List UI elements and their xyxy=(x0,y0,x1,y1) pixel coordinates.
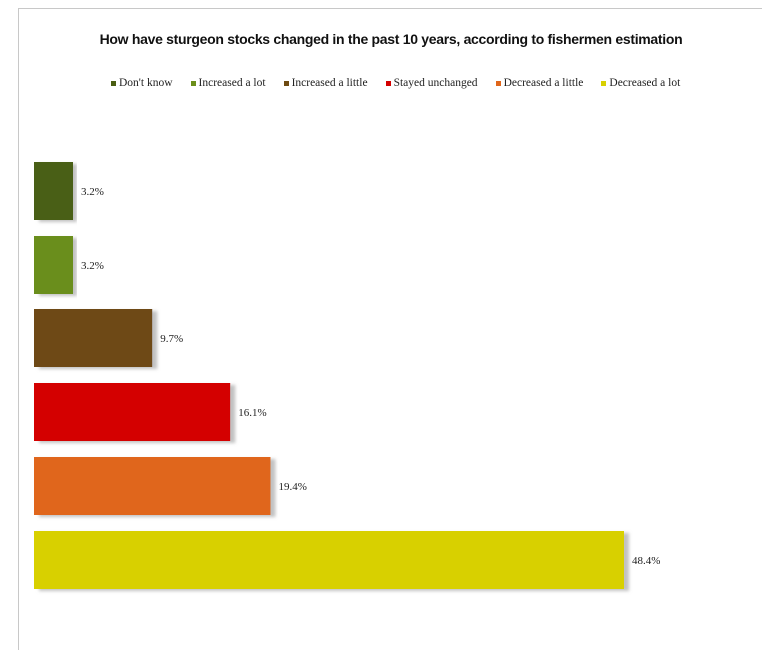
bar xyxy=(34,162,74,220)
legend-item: Don't know xyxy=(111,77,173,89)
legend-swatch xyxy=(283,80,289,86)
bar xyxy=(34,531,624,589)
legend-item: Decreased a little xyxy=(495,77,584,89)
bar xyxy=(34,309,153,367)
legend-label: Stayed unchanged xyxy=(393,77,478,89)
bar-value-label: 48.4% xyxy=(632,555,660,567)
legend-item: Decreased a lot xyxy=(601,77,680,89)
chart-title: How have sturgeon stocks changed in the … xyxy=(99,31,683,47)
bar-value-label: 9.7% xyxy=(160,333,183,345)
legend-item: Increased a little xyxy=(283,77,368,89)
legend-item: Stayed unchanged xyxy=(385,77,478,89)
bar xyxy=(34,457,271,515)
legend-item: Increased a lot xyxy=(190,77,266,89)
legend-label: Decreased a little xyxy=(503,77,584,89)
legend-swatch xyxy=(601,80,607,86)
bar-value-label: 16.1% xyxy=(238,407,266,419)
chart-legend: Don't know Increased a lot Increased a lit… xyxy=(111,77,751,89)
legend-label: Increased a little xyxy=(291,77,368,89)
legend-swatch xyxy=(385,80,391,86)
legend-swatch xyxy=(111,80,116,86)
bar xyxy=(34,236,74,294)
legend-label: Don't know xyxy=(119,77,173,89)
legend-swatch xyxy=(495,80,501,86)
legend-label: Increased a lot xyxy=(198,77,266,89)
legend-swatch xyxy=(190,80,196,86)
bar xyxy=(34,383,231,441)
bar-value-label: 3.2% xyxy=(81,186,104,198)
legend-label: Decreased a lot xyxy=(609,77,681,89)
bar-value-label: 19.4% xyxy=(278,481,306,493)
bar-value-label: 3.2% xyxy=(81,260,104,272)
